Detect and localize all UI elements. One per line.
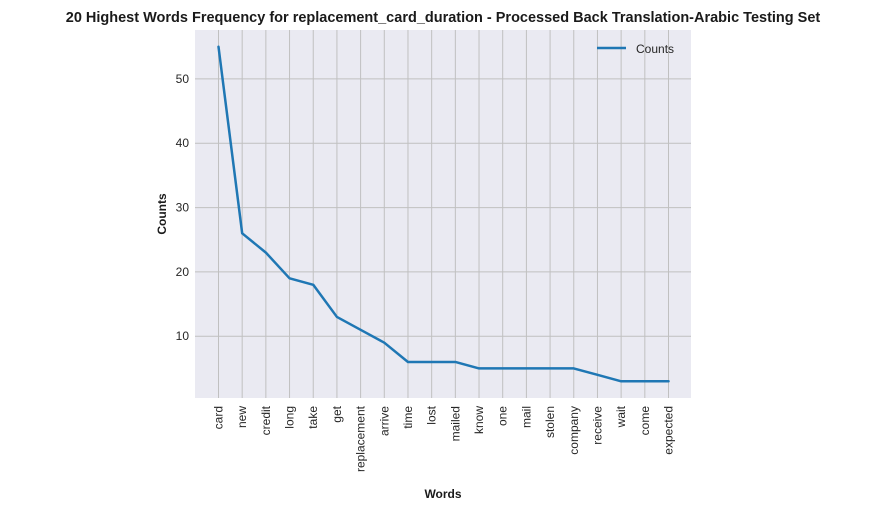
grid	[195, 30, 691, 398]
x-tick-label: time	[401, 406, 415, 429]
legend: Counts	[597, 42, 674, 56]
plot-area	[195, 30, 691, 398]
y-axis-ticks: 10 20 30 40 50	[176, 72, 190, 343]
x-tick-label: arrive	[377, 406, 391, 436]
x-tick-label: come	[638, 406, 652, 436]
series-line	[217, 45, 670, 383]
x-tick-label: receive	[590, 406, 604, 445]
x-axis-ticks: card new credit long take get replacement arriv…	[212, 405, 676, 472]
y-axis-label: Counts	[155, 193, 169, 235]
x-axis-label: Words	[424, 487, 461, 501]
x-tick-label: one	[496, 406, 510, 426]
chart-title: 20 Highest Words Frequency for replaceme…	[66, 10, 821, 26]
y-tick-label: 50	[176, 72, 190, 86]
x-tick-label: mail	[519, 406, 533, 428]
y-tick-label: 30	[176, 201, 190, 215]
x-tick-label: take	[306, 406, 320, 429]
x-tick-label: wait	[614, 405, 628, 428]
x-tick-label: company	[567, 406, 581, 455]
y-tick-label: 20	[176, 265, 190, 279]
x-tick-label: card	[212, 406, 226, 429]
legend-label: Counts	[636, 42, 674, 56]
x-tick-label: new	[235, 406, 249, 428]
x-tick-label: lost	[425, 405, 439, 424]
x-tick-label: stolen	[543, 406, 557, 438]
y-tick-label: 40	[176, 136, 190, 150]
x-tick-label: expected	[662, 406, 676, 455]
x-tick-label: long	[283, 406, 297, 429]
x-tick-label: replacement	[354, 405, 368, 472]
x-tick-label: credit	[259, 405, 273, 435]
y-tick-label: 10	[176, 329, 190, 343]
x-tick-label: get	[330, 405, 344, 422]
x-tick-label: know	[472, 406, 486, 434]
series	[217, 45, 670, 383]
x-tick-label: mailed	[448, 406, 462, 441]
